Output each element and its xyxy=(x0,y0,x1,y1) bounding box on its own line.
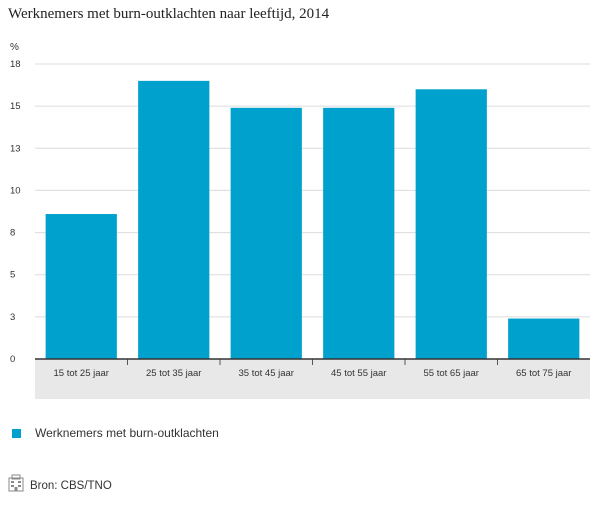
x-tick-label: 45 tot 55 jaar xyxy=(331,368,386,379)
x-tick-label: 35 tot 45 jaar xyxy=(239,368,294,379)
bar xyxy=(45,214,117,359)
chart-title: Werknemers met burn-outklachten naar lee… xyxy=(8,6,330,22)
y-tick-label: 18 xyxy=(10,59,21,70)
bar xyxy=(138,80,210,359)
source-label: Bron: CBS/TNO xyxy=(30,480,112,492)
bar xyxy=(508,318,580,359)
building-icon xyxy=(8,474,24,492)
x-axis-band xyxy=(35,359,590,399)
legend-swatch xyxy=(12,428,21,438)
y-axis-unit: % xyxy=(10,42,19,53)
x-tick-label: 15 tot 25 jaar xyxy=(54,368,109,379)
y-tick-label: 8 xyxy=(10,228,15,239)
y-tick-label: 0 xyxy=(10,354,15,365)
bar-chart: 0 3 5 8 10 13 15 18 15 tot 25 jaar 25 tot 35 jaa… xyxy=(10,59,590,399)
x-tick-label: 65 tot 75 jaar xyxy=(516,368,571,379)
legend: Werknemers met burn-outklachten xyxy=(12,426,219,440)
y-tick-label: 15 xyxy=(10,101,21,112)
bar xyxy=(323,107,395,359)
y-tick-label: 10 xyxy=(10,185,21,196)
bar xyxy=(230,107,302,359)
source: Bron: CBS/TNO xyxy=(8,474,112,492)
legend-label: Werknemers met burn-outklachten xyxy=(35,426,219,440)
y-tick-label: 5 xyxy=(10,270,15,281)
y-tick-label: 3 xyxy=(10,312,15,323)
bar xyxy=(415,89,487,360)
y-tick-label: 13 xyxy=(10,143,21,154)
x-tick-label: 55 tot 65 jaar xyxy=(424,368,479,379)
x-tick-label: 25 tot 35 jaar xyxy=(146,368,201,379)
